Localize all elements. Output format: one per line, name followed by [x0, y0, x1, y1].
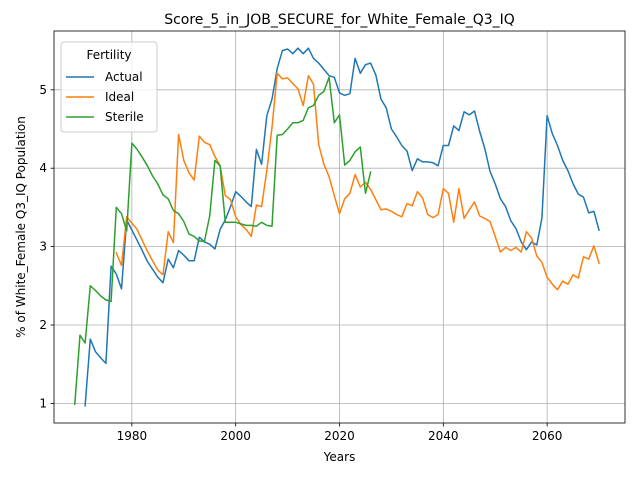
y-tick-label: 5	[39, 83, 47, 97]
legend-title: Fertility	[86, 48, 131, 62]
x-tick-label: 1980	[117, 429, 148, 443]
legend: Fertility Actual Ideal Sterile	[60, 41, 158, 133]
y-tick-label: 3	[39, 240, 47, 254]
x-tick-label: 2020	[324, 429, 355, 443]
legend-label-actual: Actual	[105, 70, 143, 84]
x-tick-label: 2000	[220, 429, 251, 443]
series-layer	[73, 47, 600, 407]
y-tick-label: 2	[39, 318, 47, 332]
y-axis-label: % of White_Female Q3_IQ Population	[14, 116, 28, 338]
series-line-sterile	[73, 76, 372, 406]
tick-layer: 1980 2000 2020 2040 2060 1 2 3 4 5	[39, 83, 562, 443]
y-tick-label: 4	[39, 161, 47, 175]
legend-label-sterile: Sterile	[105, 110, 144, 124]
y-tick-label: 1	[39, 396, 47, 410]
legend-label-ideal: Ideal	[105, 90, 134, 104]
legend-items: Actual Ideal Sterile	[66, 70, 144, 124]
series-line-ideal	[115, 72, 600, 291]
x-axis-label: Years	[323, 450, 356, 464]
legend-box	[60, 41, 158, 133]
series-line-actual	[84, 47, 600, 407]
x-tick-label: 2060	[532, 429, 563, 443]
x-tick-label: 2040	[428, 429, 459, 443]
chart-title: Score_5_in_JOB_SECURE_for_White_Female_Q…	[164, 12, 515, 28]
